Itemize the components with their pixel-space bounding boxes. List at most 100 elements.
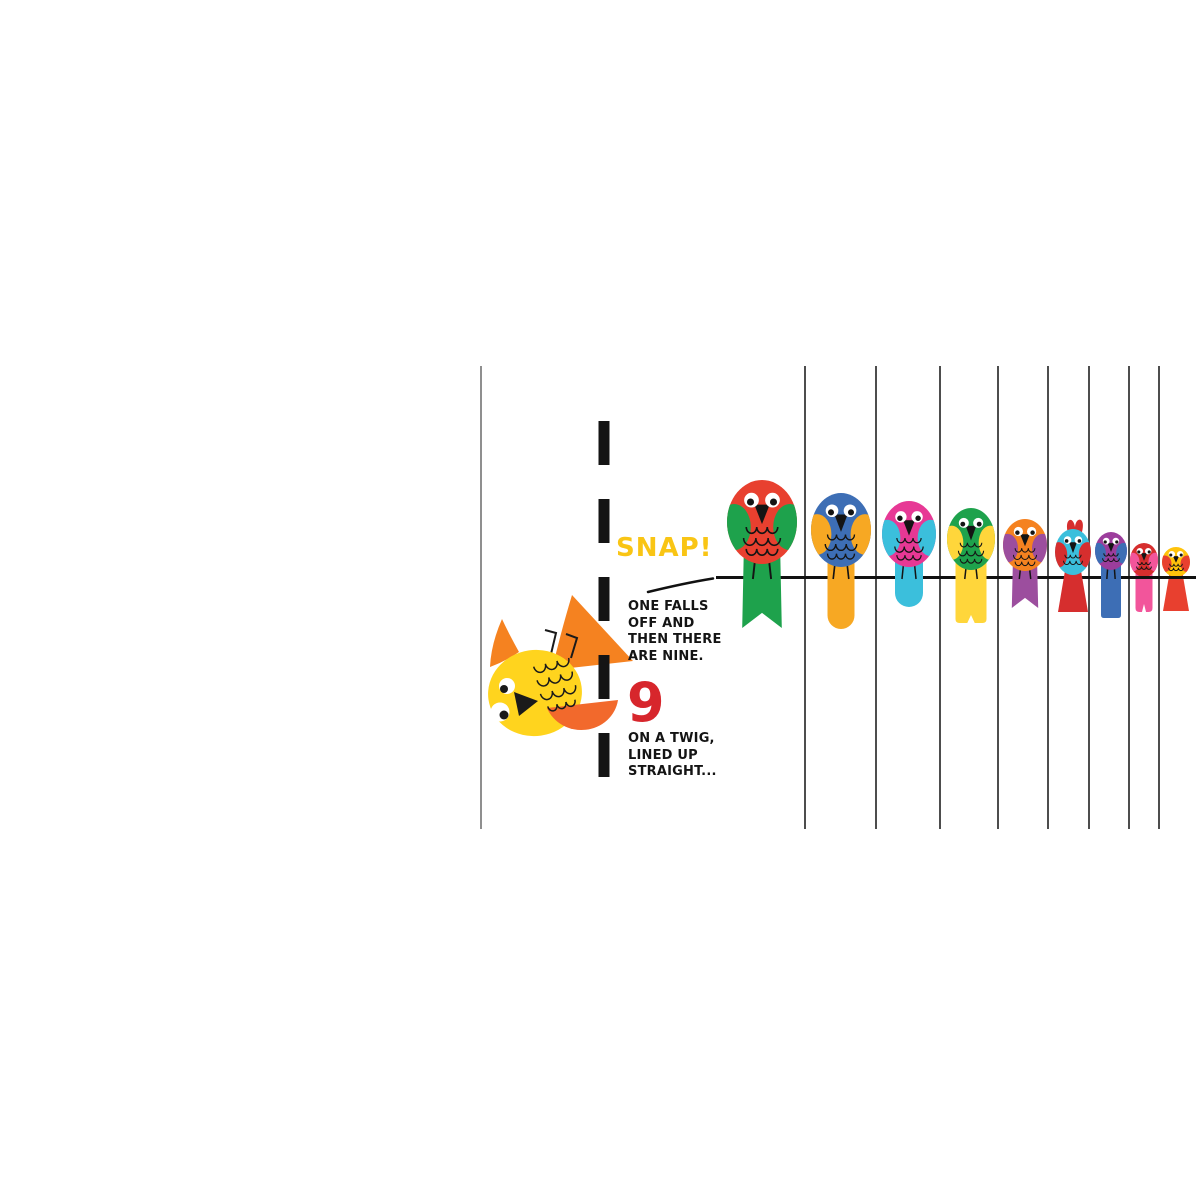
bird-pupil: [1147, 550, 1151, 554]
wire-bird-9: [1162, 547, 1190, 611]
falling-bird-leg: [565, 633, 579, 659]
caption-line: OFF AND: [628, 615, 695, 631]
feather-squiggle: [1137, 561, 1151, 566]
bird-pupil: [897, 515, 903, 521]
falling-bird-feathers: [532, 657, 577, 712]
page-fold-dash: [598, 499, 610, 543]
bird-wing-right: [773, 503, 797, 551]
caption-line: ON A TWIG,: [628, 731, 715, 746]
feather-squiggle: [547, 699, 576, 712]
bird-beak: [1140, 553, 1148, 561]
bird-wing-right: [1032, 533, 1047, 563]
feather-squiggle: [896, 537, 922, 544]
bird-tail: [955, 552, 987, 623]
bird-pupil: [1137, 550, 1141, 554]
bird-pupil: [847, 509, 855, 516]
bird-wing-right: [978, 525, 995, 560]
bird-wing-right: [1078, 542, 1091, 568]
bird-wing-left: [1003, 533, 1018, 563]
feather-squiggle: [1064, 554, 1082, 559]
bird-leg: [768, 559, 773, 580]
feather-squiggle: [1136, 566, 1152, 570]
feather-squiggle: [1168, 567, 1184, 572]
caption-on-a-twig: ON A TWIG, LINED UP STRAIGHT...: [628, 731, 717, 781]
falling-bird-leg: [544, 629, 558, 655]
big-number-nine: 9: [627, 671, 665, 734]
bird-wing-right: [1116, 542, 1127, 564]
feather-squiggle: [1014, 561, 1036, 567]
snapped-twig-end: [646, 577, 715, 594]
page-fold-dashes: [598, 421, 610, 777]
bird-tail: [1058, 562, 1088, 612]
feather-squiggle: [536, 671, 574, 687]
bird-wing-left: [1095, 542, 1106, 564]
bird-pupil: [1103, 540, 1107, 544]
feather-squiggle: [957, 550, 985, 557]
feather-squiggle: [745, 548, 779, 556]
bird-pupil: [1169, 553, 1173, 557]
bird-tail: [1101, 559, 1121, 618]
feather-squiggle: [1014, 548, 1036, 553]
bird-wing-left: [727, 503, 751, 551]
page-fold-dash: [598, 421, 610, 465]
feather-squiggle: [959, 558, 983, 564]
bird-beak: [1020, 534, 1030, 547]
falling-bird-pupil: [499, 710, 509, 720]
bird-beak: [1069, 542, 1077, 554]
feather-squiggle: [532, 657, 570, 674]
feather-squiggle: [826, 534, 856, 541]
page-fold-dash: [598, 577, 610, 621]
caption-line: ARE NINE.: [628, 648, 704, 664]
bird-wing-right: [917, 519, 936, 557]
feather-squiggle: [894, 546, 924, 553]
bird-beak: [965, 525, 977, 541]
feather-squiggle: [1063, 560, 1083, 566]
wire-bird-5: [1003, 519, 1047, 608]
fence-lines: [804, 366, 1160, 829]
falling-bird-ear: [490, 619, 519, 667]
bird-pupil: [827, 509, 835, 516]
wire-bird-6: [1055, 519, 1091, 612]
bird-wing-left: [811, 514, 832, 555]
bird-pupil: [1179, 553, 1183, 557]
caption-line: THEN THERE: [628, 632, 722, 647]
bird-wing-left: [1055, 542, 1068, 568]
bird-wing-left: [882, 519, 901, 557]
feather-squiggle: [745, 526, 779, 535]
feather-squiggle: [1012, 554, 1038, 560]
bird-beak: [1107, 543, 1115, 552]
bird-beak: [903, 520, 915, 536]
feather-squiggle: [896, 555, 922, 561]
bird-pupil: [915, 515, 921, 521]
feather-squiggle: [1103, 553, 1119, 557]
bird-beak: [1172, 556, 1180, 563]
bird-pupil: [960, 521, 966, 527]
wire-bird-1: [727, 480, 797, 628]
bird-tail: [1163, 568, 1189, 611]
wire-bird-4: [947, 508, 995, 623]
bird-pupil: [1064, 539, 1069, 543]
bird-pupil: [769, 498, 778, 506]
bird-pupil: [1077, 539, 1082, 543]
feather-squiggle: [742, 537, 782, 547]
page-fold-dash: [598, 733, 610, 777]
bird-wing-left: [947, 525, 964, 560]
page-fold-dash: [598, 655, 610, 699]
wire-bird-2: [811, 493, 871, 629]
snap-exclamation: SNAP!: [616, 533, 713, 563]
falling-bird-beak: [514, 692, 538, 716]
caption-line: STRAIGHT...: [628, 764, 717, 779]
wire-bird-7: [1095, 532, 1127, 618]
feather-squiggle: [826, 553, 856, 560]
bird-leg: [751, 559, 756, 580]
feather-squiggle: [539, 684, 577, 701]
caption-line: LINED UP: [628, 747, 698, 763]
falling-bird: [488, 595, 633, 737]
falling-bird-pupil: [500, 685, 508, 693]
bird-wing-right: [850, 514, 871, 555]
feather-squiggle: [1169, 563, 1183, 567]
bird-pupil: [1015, 530, 1020, 535]
caption-line: ONE FALLS: [628, 599, 709, 614]
bird-pupil: [976, 521, 982, 527]
